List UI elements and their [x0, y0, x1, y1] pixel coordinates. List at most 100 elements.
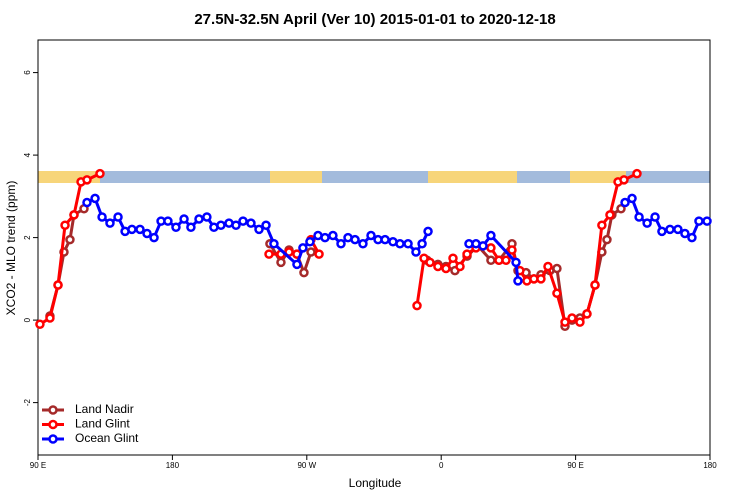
- data-point: [380, 234, 390, 245]
- data-point: [69, 210, 79, 220]
- x-tick-label: 0: [439, 461, 444, 470]
- data-point: [202, 212, 212, 222]
- series-line: [39, 172, 638, 326]
- data-point: [627, 193, 637, 204]
- data-point: [171, 222, 181, 233]
- data-point: [486, 230, 496, 241]
- data-point: [702, 216, 712, 226]
- data-point: [597, 220, 607, 230]
- data-point: [507, 245, 517, 255]
- data-point: [97, 212, 107, 222]
- data-point: [423, 226, 433, 237]
- data-point: [567, 313, 577, 323]
- x-tick-label: 180: [703, 461, 717, 470]
- data-point: [328, 230, 338, 241]
- y-tick-label: 0: [23, 317, 32, 322]
- plot-frame: [37, 39, 711, 456]
- x-axis-label: Longitude: [349, 476, 402, 490]
- data-point: [113, 212, 123, 222]
- data-point: [412, 300, 422, 311]
- y-tick-label: -2: [23, 399, 32, 407]
- data-point: [179, 214, 189, 224]
- data-point: [306, 247, 316, 257]
- data-point: [602, 234, 612, 245]
- y-tick-label: 6: [23, 70, 32, 75]
- land-strip: [570, 171, 626, 183]
- data-point: [254, 224, 264, 235]
- data-point: [419, 253, 429, 263]
- legend-marker: [48, 405, 58, 415]
- data-point: [246, 218, 256, 228]
- data-point: [680, 228, 690, 239]
- x-tick-label: 90 W: [297, 461, 316, 470]
- data-point: [305, 236, 315, 247]
- legend-label: Land Glint: [75, 417, 130, 431]
- x-tick-label: 180: [166, 461, 180, 470]
- data-point: [403, 239, 413, 249]
- data-point: [511, 257, 521, 268]
- data-point: [135, 224, 145, 235]
- data-point: [605, 210, 615, 220]
- data-point: [65, 234, 75, 245]
- data-point: [673, 224, 683, 235]
- data-point: [264, 249, 274, 259]
- data-point: [657, 226, 667, 237]
- data-point: [575, 317, 585, 327]
- data-point: [552, 288, 562, 299]
- land-strip: [270, 171, 322, 183]
- data-point: [269, 239, 279, 249]
- data-point: [501, 255, 511, 266]
- data-point: [486, 243, 496, 253]
- data-point: [298, 243, 308, 253]
- data-point: [320, 232, 330, 243]
- x-tick-label: 90 E: [30, 461, 46, 470]
- data-point: [462, 249, 472, 259]
- data-point: [350, 234, 360, 245]
- data-point: [194, 214, 204, 224]
- data-point: [82, 175, 92, 185]
- data-point: [127, 224, 137, 235]
- data-point: [616, 203, 626, 214]
- data-point: [276, 257, 286, 268]
- data-point: [448, 253, 458, 263]
- data-point: [650, 212, 660, 222]
- data-point: [336, 239, 346, 249]
- data-point: [665, 224, 675, 235]
- data-point: [411, 247, 421, 257]
- data-point: [261, 220, 271, 230]
- data-point: [590, 280, 600, 290]
- y-tick-label: 4: [23, 152, 32, 157]
- ocean-strip: [38, 171, 710, 183]
- data-point: [395, 239, 405, 249]
- data-point: [543, 261, 553, 272]
- data-point: [216, 220, 226, 230]
- x-tick-label: 90 E: [567, 461, 583, 470]
- data-point: [687, 232, 697, 243]
- data-point: [486, 255, 496, 266]
- data-point: [632, 168, 642, 179]
- data-point: [552, 263, 562, 274]
- data-point: [299, 267, 309, 278]
- y-axis-label: XCO2 - MLO trend (ppm): [4, 181, 18, 316]
- data-point: [60, 220, 70, 230]
- map-strip: [38, 171, 710, 183]
- data-point: [95, 168, 105, 179]
- data-point: [90, 193, 100, 204]
- data-point: [163, 216, 173, 226]
- data-point: [694, 216, 704, 226]
- data-point: [292, 259, 302, 270]
- data-point: [441, 263, 451, 274]
- data-point: [513, 276, 523, 286]
- legend-marker: [48, 434, 58, 444]
- data-point: [35, 319, 45, 329]
- data-point: [433, 261, 443, 272]
- data-point: [582, 309, 592, 319]
- legend-marker: [48, 419, 58, 430]
- y-tick-label: 2: [23, 235, 32, 240]
- legend-label: Ocean Glint: [75, 431, 139, 445]
- data-point: [478, 241, 488, 251]
- data-point: [642, 218, 652, 228]
- data-point: [45, 313, 55, 323]
